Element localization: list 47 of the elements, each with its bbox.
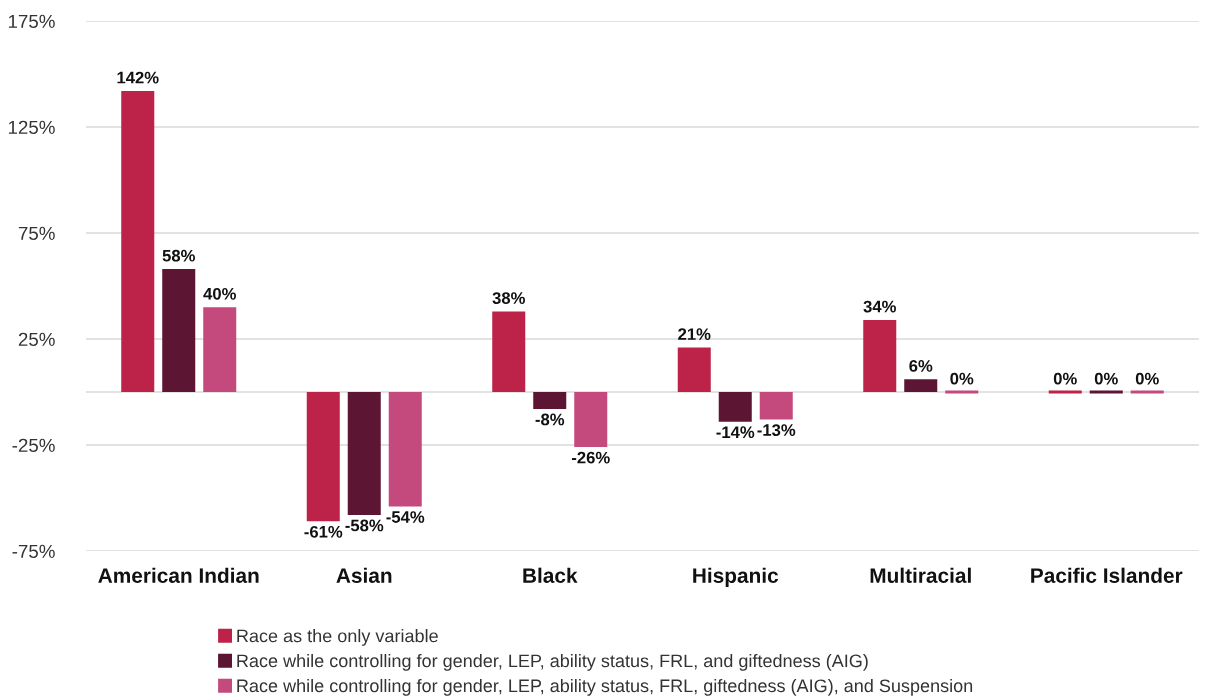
bar (121, 90, 155, 392)
bar (677, 347, 711, 392)
data-label: 142% (117, 71, 159, 84)
data-label: 0% (1094, 372, 1118, 385)
data-label: 40% (203, 287, 236, 300)
data-label: -14% (716, 426, 755, 439)
x-tick-label: Multiracial (870, 567, 971, 583)
y-tick-label: 125% (8, 120, 55, 134)
bar (718, 392, 752, 422)
data-label: 58% (162, 249, 195, 262)
data-label: -54% (386, 511, 425, 523)
legend-label: Race as the only variable (237, 629, 438, 646)
data-label: -61% (304, 525, 343, 538)
data-label: 0% (1135, 372, 1159, 385)
data-label: -26% (571, 451, 610, 464)
x-tick-label: Hispanic (693, 567, 779, 588)
data-label: -13% (757, 424, 796, 436)
bar (533, 392, 567, 409)
bar (863, 319, 897, 392)
y-tick-label: -25% (12, 438, 55, 452)
bar (162, 269, 196, 392)
data-label: 0% (1053, 372, 1077, 385)
bar (203, 307, 237, 392)
data-label: 6% (909, 360, 933, 372)
y-tick-label: 75% (18, 226, 55, 240)
bar (388, 392, 422, 507)
x-tick-label: Asian (336, 567, 392, 583)
data-label: -58% (345, 519, 384, 532)
data-label: 34% (863, 300, 896, 313)
data-label: 21% (678, 328, 711, 340)
data-label: 38% (492, 292, 525, 304)
x-tick-label: Pacific Islander (1031, 567, 1183, 583)
legend-label: Race while controlling for gender, LEP, ability status, FRL, and giftedness (AIG) (237, 653, 868, 671)
bar (759, 392, 793, 420)
data-label: -8% (535, 413, 565, 426)
x-tick-label: American Indian (98, 567, 259, 583)
legend-label: Race while controlling for gender, LEP, ability status, FRL, giftedness (AIG), and Suspension (237, 678, 973, 696)
y-tick-label: 175% (8, 14, 55, 28)
bar (574, 392, 608, 448)
x-tick-label: Black (523, 567, 578, 583)
bar (347, 392, 381, 515)
y-tick-label: 25% (18, 332, 55, 346)
data-label: 0% (950, 372, 974, 385)
bar (492, 311, 526, 392)
bar (904, 379, 938, 392)
y-tick-label: -75% (12, 544, 55, 558)
bar (306, 392, 340, 522)
